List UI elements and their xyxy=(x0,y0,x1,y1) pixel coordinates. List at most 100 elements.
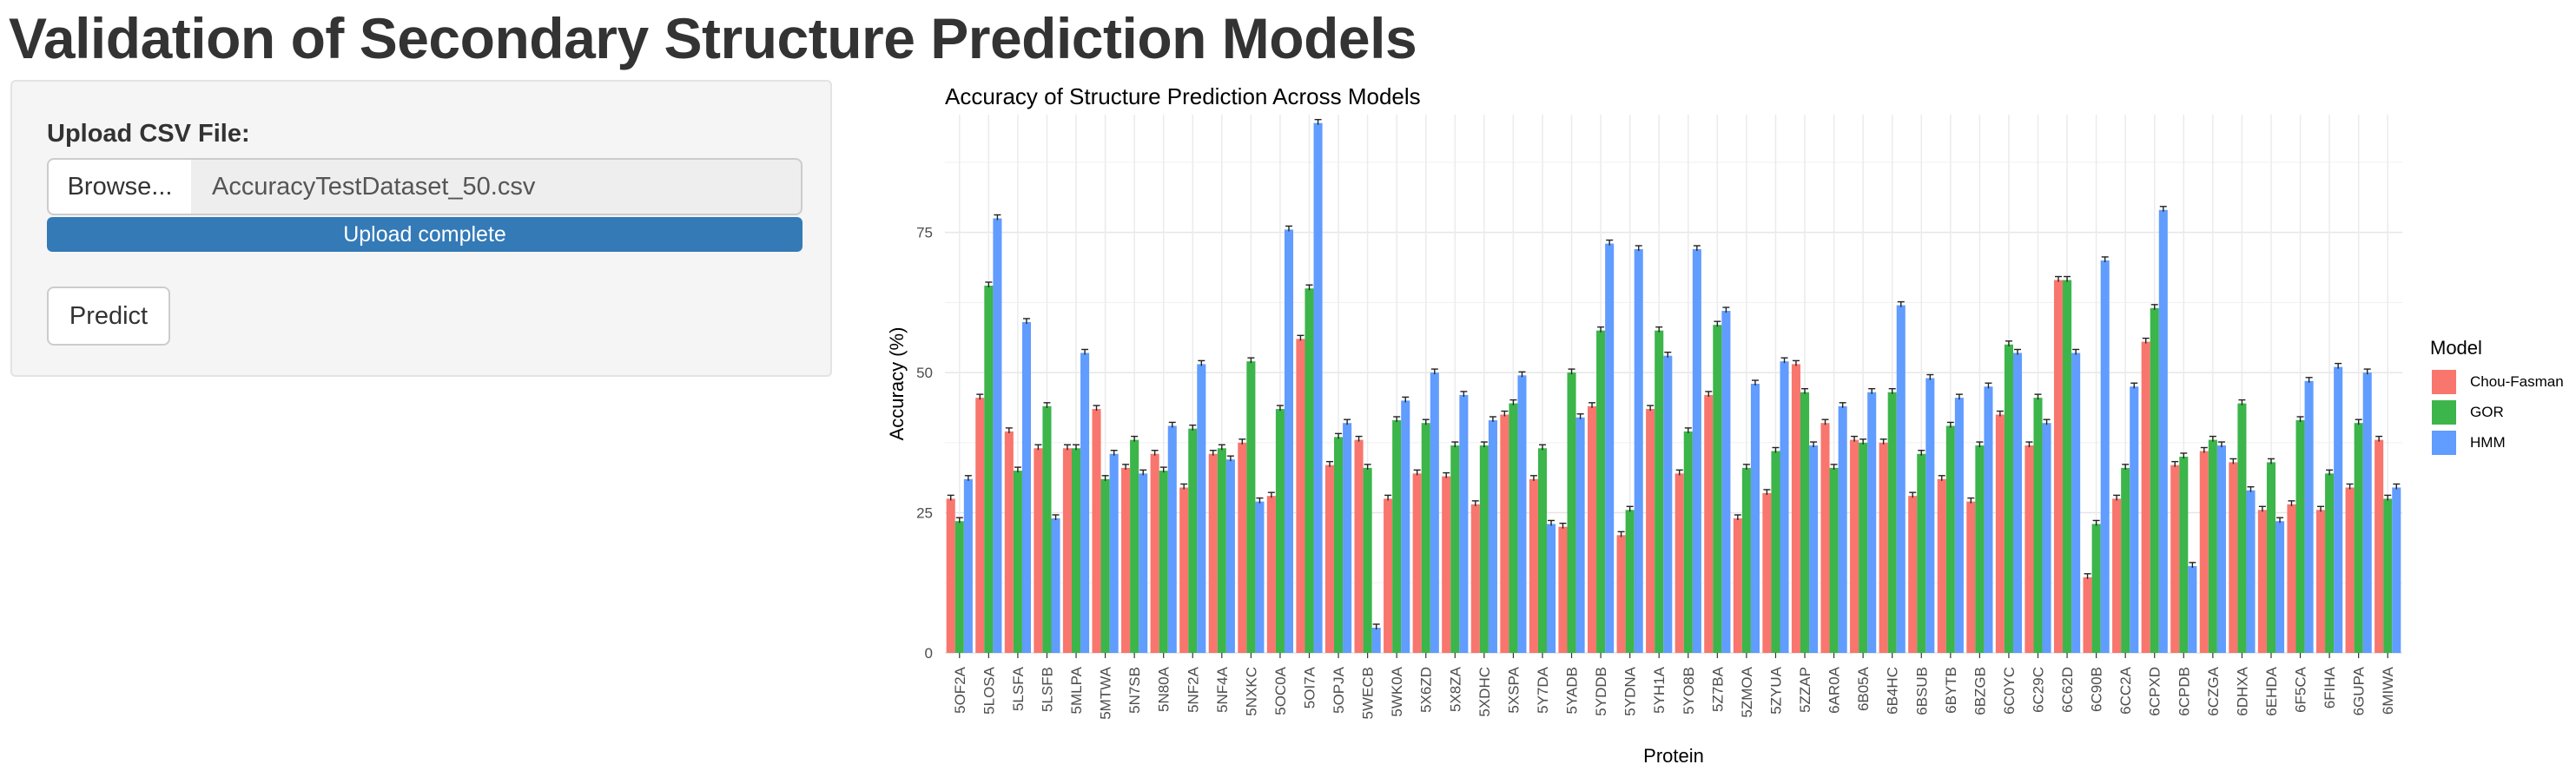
x-tick-label: 5NXKC xyxy=(1243,667,1259,716)
bar xyxy=(1150,453,1159,653)
bar xyxy=(1634,249,1643,653)
bar xyxy=(1470,504,1480,653)
bar xyxy=(1130,439,1139,653)
bar xyxy=(1363,467,1372,653)
bar xyxy=(1217,448,1226,653)
bar xyxy=(1567,372,1576,653)
bar xyxy=(2266,462,2276,653)
x-tick-label: 5Z7BA xyxy=(1709,666,1726,712)
bar xyxy=(1421,423,1430,653)
bar xyxy=(1062,448,1072,653)
bar xyxy=(1334,437,1344,653)
bar xyxy=(2354,423,2363,653)
legend-swatch xyxy=(2432,370,2456,394)
x-tick-label: 5NF4A xyxy=(1214,666,1231,713)
bar xyxy=(1975,445,1985,653)
bar xyxy=(1459,394,1469,653)
bar xyxy=(1537,448,1548,653)
bar xyxy=(2383,498,2393,653)
bar xyxy=(2295,419,2305,653)
x-tick-label: 6CC2A xyxy=(2117,666,2134,714)
bar xyxy=(2091,524,2101,653)
bar xyxy=(2083,577,2092,653)
bar xyxy=(993,218,1002,653)
x-tick-label: 5MLPA xyxy=(1068,666,1085,714)
x-tick-label: 5WK0A xyxy=(1389,666,1405,716)
legend-label: Chou-Fasman xyxy=(2470,373,2564,390)
upload-progress-bar: Upload complete xyxy=(47,217,803,252)
bar xyxy=(1809,445,1819,653)
bar xyxy=(1683,431,1693,653)
y-tick-label: 25 xyxy=(916,505,933,522)
bar xyxy=(2179,456,2189,653)
bar xyxy=(1917,453,1926,653)
bar xyxy=(1109,453,1119,653)
bar xyxy=(1305,288,1314,653)
bar xyxy=(1771,451,1780,653)
x-tick-label: 5YDNA xyxy=(1622,666,1639,715)
x-tick-label: 5OF2A xyxy=(952,666,968,714)
x-tick-label: 6BYTB xyxy=(1943,667,1959,714)
bar xyxy=(2042,423,2051,653)
x-tick-label: 6B05A xyxy=(1855,666,1872,711)
upload-label: Upload CSV File: xyxy=(47,120,250,148)
bar xyxy=(1791,364,1800,653)
bar xyxy=(2392,487,2401,653)
bar xyxy=(1188,428,1198,653)
bar xyxy=(1225,459,1235,653)
bar xyxy=(1430,372,1439,653)
bar xyxy=(1616,535,1626,653)
bar xyxy=(2141,341,2150,653)
bar xyxy=(1945,425,1955,653)
bar xyxy=(1859,442,1868,653)
bar xyxy=(1284,229,1294,653)
bar xyxy=(1954,398,1964,653)
bar xyxy=(2304,380,2314,653)
bar xyxy=(2315,510,2326,653)
bar xyxy=(1343,423,1352,653)
bar xyxy=(1692,249,1701,653)
bar xyxy=(1879,442,1888,653)
bar xyxy=(1800,392,1810,653)
x-tick-label: 5LSFA xyxy=(1010,666,1027,711)
bar xyxy=(1966,501,1976,653)
bar xyxy=(1762,492,1772,653)
bar xyxy=(1547,524,1556,653)
bar xyxy=(1179,487,1189,653)
bar xyxy=(946,498,955,653)
x-tick-label: 5WECB xyxy=(1360,667,1377,719)
chart-title: Accuracy of Structure Prediction Across … xyxy=(945,83,1421,109)
bar xyxy=(2121,467,2130,653)
x-tick-label: 6C29C xyxy=(2031,667,2047,713)
bar xyxy=(2033,398,2043,653)
bar xyxy=(1575,417,1585,653)
bar xyxy=(1100,478,1110,653)
x-tick-label: 6CPXD xyxy=(2147,667,2163,716)
bar xyxy=(1896,305,1906,653)
x-tick-label: 5LSFB xyxy=(1039,667,1055,712)
bar xyxy=(1587,405,1597,653)
bar xyxy=(1412,473,1422,653)
legend-swatch xyxy=(2432,431,2456,455)
bar xyxy=(1080,353,1090,653)
bar xyxy=(1500,414,1509,653)
legend-swatch xyxy=(2432,400,2456,425)
bar xyxy=(1392,419,1402,653)
bar xyxy=(954,521,964,653)
bar xyxy=(1401,400,1410,653)
bar xyxy=(1850,439,1859,653)
x-tick-label: 5N80A xyxy=(1156,666,1172,712)
bar xyxy=(1479,445,1489,653)
bar xyxy=(2257,510,2267,653)
x-tick-label: 6DHXA xyxy=(2234,666,2250,715)
predict-button[interactable]: Predict xyxy=(47,287,170,346)
page-title: Validation of Secondary Structure Predic… xyxy=(9,6,1417,70)
legend-label: HMM xyxy=(2470,434,2506,451)
bar xyxy=(1558,526,1568,653)
bar xyxy=(1646,409,1655,653)
legend-label: GOR xyxy=(2470,404,2504,420)
bar xyxy=(1266,496,1276,653)
bar xyxy=(1605,243,1615,653)
x-tick-label: 5YH1A xyxy=(1651,666,1668,714)
